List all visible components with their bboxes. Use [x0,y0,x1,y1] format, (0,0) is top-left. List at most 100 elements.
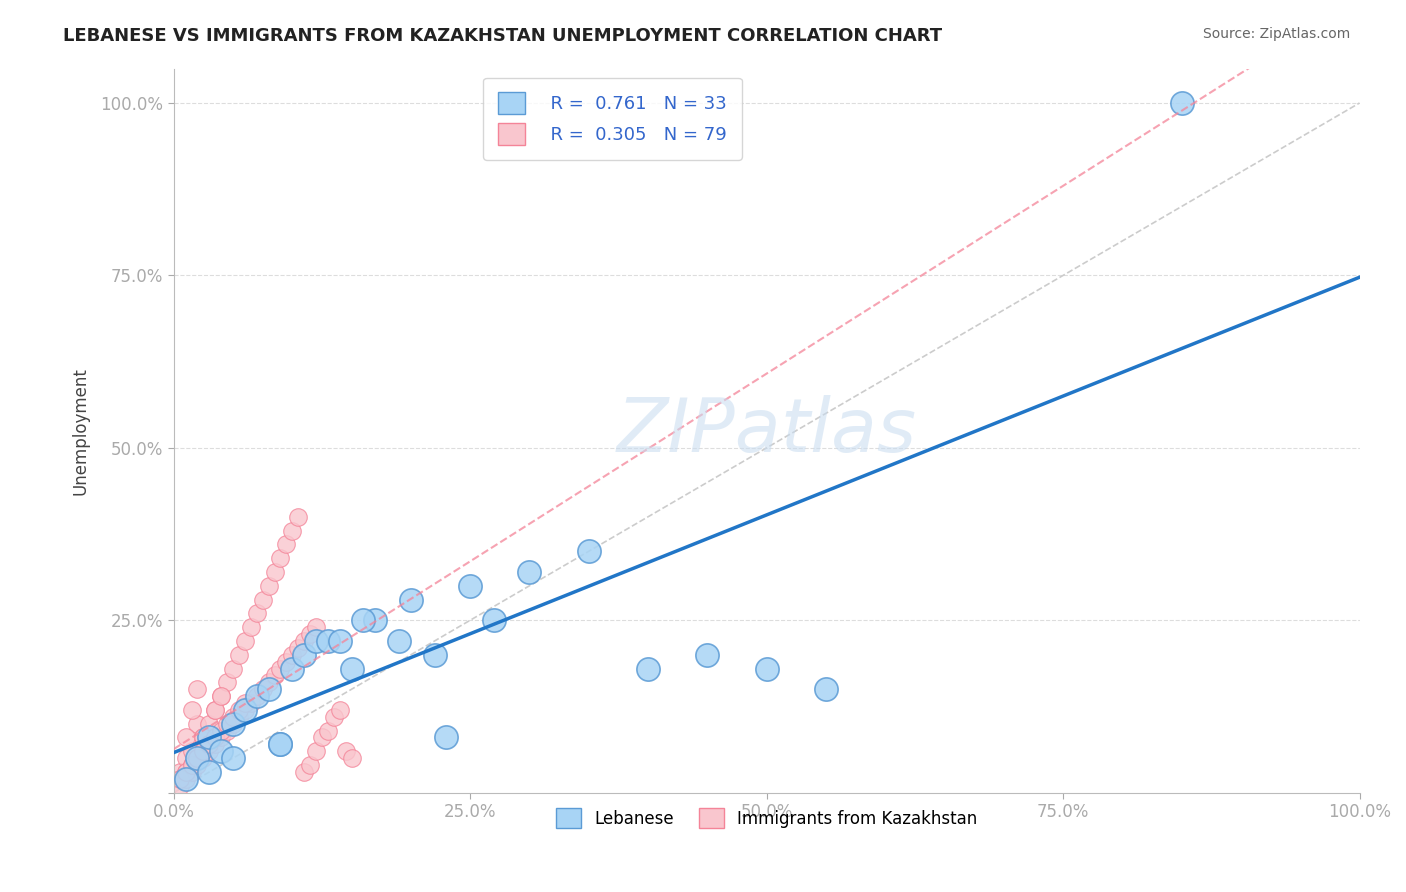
Point [755,661,778,675]
Point [257,675,280,690]
Point [299,627,322,641]
Point [222,716,245,731]
Point [281,648,304,662]
Point [193,731,215,745]
Point [204,731,226,745]
Point [269,661,291,675]
Point [180,758,202,772]
Point [482,613,505,627]
Point [276,537,298,551]
Point [204,738,226,752]
Point [340,661,363,675]
Point [204,703,226,717]
Point [186,716,208,731]
Point [316,634,339,648]
Point [458,579,481,593]
Point [519,565,541,579]
Point [198,738,221,752]
Point [252,592,274,607]
Point [193,744,215,758]
Point [423,648,446,662]
Point [246,607,269,621]
Point [269,738,291,752]
Point [186,751,208,765]
Point [198,738,221,752]
Point [180,758,202,772]
Point [180,764,202,779]
Point [169,772,191,786]
Point [1170,95,1192,110]
Point [292,764,315,779]
Point [222,716,245,731]
Point [174,772,197,786]
Point [174,772,197,786]
Point [263,668,285,682]
Point [228,710,250,724]
Text: LEBANESE VS IMMIGRANTS FROM KAZAKHSTAN UNEMPLOYMENT CORRELATION CHART: LEBANESE VS IMMIGRANTS FROM KAZAKHSTAN U… [63,27,942,45]
Point [209,723,232,738]
Point [340,751,363,765]
Legend: Lebanese, Immigrants from Kazakhstan: Lebanese, Immigrants from Kazakhstan [550,801,984,835]
Point [311,731,333,745]
Point [335,744,357,758]
Point [364,613,387,627]
Point [169,764,191,779]
Point [169,779,191,793]
Point [198,764,221,779]
Point [246,689,269,703]
Point [217,675,239,690]
Point [287,509,309,524]
Point [305,634,328,648]
Point [198,738,221,752]
Point [436,731,458,745]
Point [269,738,291,752]
Point [209,689,232,703]
Text: Source: ZipAtlas.com: Source: ZipAtlas.com [1202,27,1350,41]
Point [228,648,250,662]
Point [209,689,232,703]
Point [198,744,221,758]
Point [233,634,256,648]
Point [209,731,232,745]
Point [222,661,245,675]
Point [399,592,422,607]
Point [228,703,250,717]
Point [233,696,256,710]
Point [233,703,256,717]
Point [169,772,191,786]
Point [299,758,322,772]
Point [186,758,208,772]
Point [198,716,221,731]
Point [637,661,659,675]
Point [186,751,208,765]
Point [209,744,232,758]
Point [287,640,309,655]
Point [217,716,239,731]
Point [276,655,298,669]
Text: ZIPatlas: ZIPatlas [617,394,917,467]
Point [180,744,202,758]
Point [292,648,315,662]
Point [193,744,215,758]
Point [292,634,315,648]
Point [388,634,411,648]
Point [193,751,215,765]
Point [578,544,600,558]
Point [329,703,352,717]
Point [186,682,208,697]
Point [329,634,352,648]
Point [186,751,208,765]
Point [239,696,262,710]
Point [222,710,245,724]
Point [217,723,239,738]
Point [174,764,197,779]
Point [305,744,328,758]
Point [174,751,197,765]
Point [246,689,269,703]
Point [180,703,202,717]
Point [305,620,328,634]
Point [239,620,262,634]
Point [222,751,245,765]
Point [174,764,197,779]
Point [263,565,285,579]
